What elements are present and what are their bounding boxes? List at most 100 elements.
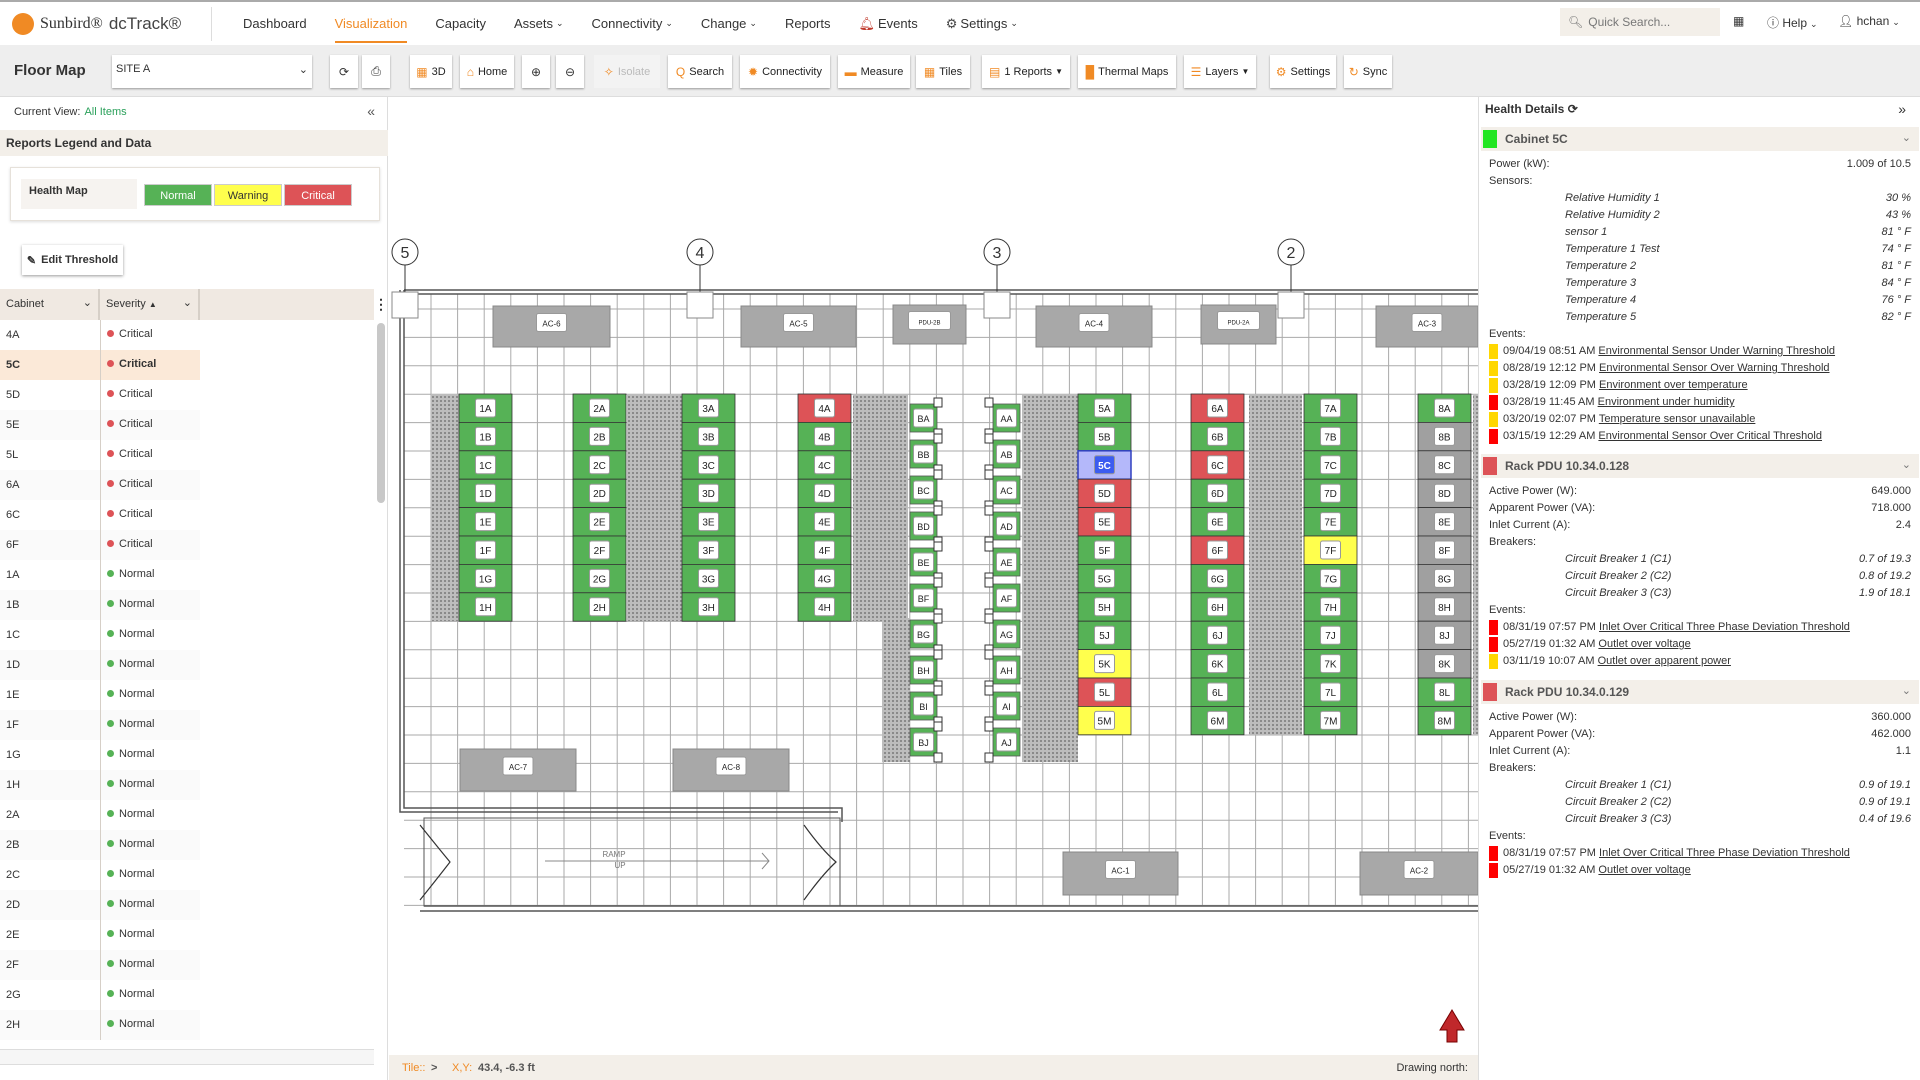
event-link[interactable]: Temperature sensor unavailable bbox=[1598, 413, 1756, 425]
field-label: Breakers: bbox=[1489, 536, 1537, 548]
nav-capacity[interactable]: Capacity bbox=[435, 2, 486, 45]
table-row[interactable]: 5D Critical bbox=[0, 380, 200, 410]
field-value: 0.7 of 19.3 bbox=[1859, 553, 1911, 565]
table-row[interactable]: 1E Normal bbox=[0, 680, 200, 710]
site-select[interactable]: SITE A ⌄ bbox=[112, 55, 312, 88]
nav-reports[interactable]: Reports bbox=[785, 2, 831, 45]
event-link[interactable]: Environment under humidity bbox=[1597, 396, 1735, 408]
section-header[interactable]: Rack PDU 10.34.0.129 ⌄ bbox=[1481, 680, 1919, 704]
table-row[interactable]: 1B Normal bbox=[0, 590, 200, 620]
nav-change[interactable]: Change ⌄ bbox=[701, 2, 757, 45]
table-row[interactable]: 1C Normal bbox=[0, 620, 200, 650]
event-link[interactable]: Outlet over voltage bbox=[1598, 864, 1691, 876]
table-row[interactable]: 1A Normal bbox=[0, 560, 200, 590]
left-panel: Current View: All Items « Reports Legend … bbox=[0, 97, 388, 1080]
chevron-down-icon[interactable]: ⌄ bbox=[1901, 685, 1911, 697]
chevron-down-icon[interactable]: ⌄ bbox=[1901, 132, 1911, 144]
table-row[interactable]: 1D Normal bbox=[0, 650, 200, 680]
table-row[interactable]: 2H Normal bbox=[0, 1010, 200, 1040]
column-header-cabinet[interactable]: Cabinet ⌄ bbox=[0, 289, 100, 320]
cabinet-label-box bbox=[913, 660, 934, 680]
table-row[interactable]: 2B Normal bbox=[0, 830, 200, 860]
nav-assets[interactable]: Assets ⌄ bbox=[514, 2, 564, 45]
event-link[interactable]: Environmental Sensor Under Warning Thres… bbox=[1598, 345, 1836, 357]
1-reports-button[interactable]: ▤ 1 Reports ▼ bbox=[982, 55, 1070, 88]
table-row[interactable]: 1H Normal bbox=[0, 770, 200, 800]
nav-events[interactable]: 🔔︎ Events bbox=[859, 2, 918, 45]
edit-threshold-button[interactable]: ✎ Edit Threshold bbox=[22, 245, 123, 275]
vertical-scrollbar[interactable] bbox=[377, 323, 385, 503]
user-menu[interactable]: 👤︎ hchan ⌄ bbox=[1838, 14, 1900, 28]
table-row[interactable]: 5C Critical bbox=[0, 350, 200, 380]
table-row[interactable]: 1F Normal bbox=[0, 710, 200, 740]
cabinet-label-box bbox=[783, 313, 814, 332]
logo[interactable]: Sunbird® dcTrack® bbox=[0, 6, 212, 41]
event-time: 08/31/19 07:57 PM bbox=[1503, 621, 1596, 633]
floor-plan[interactable]: RAMP UP 5 4 3 2 AC-6 AC-5 PDU-2B AC-4 PDU-2A AC-3 AC… bbox=[389, 97, 1479, 1055]
refresh-icon[interactable]: ⟳ bbox=[1567, 102, 1578, 116]
door[interactable] bbox=[803, 824, 837, 901]
event-link[interactable]: Inlet Over Critical Three Phase Deviatio… bbox=[1599, 847, 1850, 859]
3d-button[interactable]: ▦ 3D bbox=[410, 55, 452, 88]
home-button[interactable]: ⌂ Home bbox=[460, 55, 514, 88]
table-row[interactable]: 6C Critical bbox=[0, 500, 200, 530]
section-header[interactable]: Cabinet 5C ⌄ bbox=[1481, 127, 1919, 151]
sync-button[interactable]: ↻ Sync bbox=[1344, 55, 1392, 88]
table-row[interactable]: 2E Normal bbox=[0, 920, 200, 950]
nav-connectivity[interactable]: Connectivity ⌄ bbox=[592, 2, 673, 45]
nav-dashboard[interactable]: Dashboard bbox=[243, 2, 307, 45]
table-row[interactable]: 2A Normal bbox=[0, 800, 200, 830]
floor-map-canvas[interactable]: RAMP UP 5 4 3 2 AC-6 AC-5 PDU-2B AC-4 PDU-2A AC-3 AC… bbox=[389, 97, 1479, 1055]
tile-value: > bbox=[431, 1062, 438, 1074]
help-menu[interactable]: ⓘ Help ⌄ bbox=[1767, 16, 1818, 30]
status-dot-icon bbox=[107, 1020, 114, 1027]
event-link[interactable]: Outlet over apparent power bbox=[1597, 655, 1731, 667]
table-row[interactable]: 5L Critical bbox=[0, 440, 200, 470]
table-row[interactable]: 2G Normal bbox=[0, 980, 200, 1010]
refresh-button[interactable]: ⟳ bbox=[330, 55, 358, 88]
chevron-down-icon[interactable]: ⌄ bbox=[1901, 459, 1911, 471]
zoom-out-button[interactable]: ⊖ bbox=[556, 55, 584, 88]
column-menu-icon[interactable]: ⋮ bbox=[374, 296, 388, 312]
event-link[interactable]: Environmental Sensor Over Warning Thresh… bbox=[1599, 362, 1830, 374]
quick-search-input[interactable]: 🔍︎ Quick Search... bbox=[1560, 8, 1720, 36]
door[interactable] bbox=[419, 824, 451, 901]
table-row[interactable]: 2F Normal bbox=[0, 950, 200, 980]
zoom-in-button[interactable]: ⊕ bbox=[522, 55, 550, 88]
table-row[interactable]: 2C Normal bbox=[0, 860, 200, 890]
thermal-maps-button[interactable]: █ Thermal Maps bbox=[1078, 55, 1176, 88]
table-row[interactable]: 5E Critical bbox=[0, 410, 200, 440]
table-row[interactable]: 4A Critical bbox=[0, 320, 200, 350]
nav-visualization[interactable]: Visualization bbox=[334, 2, 407, 45]
collapse-left-icon[interactable]: « bbox=[367, 103, 375, 119]
section-header[interactable]: Rack PDU 10.34.0.128 ⌄ bbox=[1481, 454, 1919, 478]
table-row[interactable]: 2D Normal bbox=[0, 890, 200, 920]
table-row[interactable]: 6A Critical bbox=[0, 470, 200, 500]
cabinet-label: 4F bbox=[819, 546, 831, 557]
collapse-right-icon[interactable]: » bbox=[1898, 101, 1906, 117]
settings-button[interactable]: ⚙ Settings bbox=[1270, 55, 1336, 88]
layers-button[interactable]: ☰ Layers ▼ bbox=[1184, 55, 1256, 88]
cabinet-cell: 1H bbox=[6, 779, 21, 791]
print-button[interactable]: ⎙ bbox=[362, 55, 390, 88]
isolate-button[interactable]: ✧ Isolate bbox=[594, 55, 660, 88]
north-arrow-icon bbox=[1439, 1009, 1465, 1043]
tiles-button[interactable]: ▦ Tiles bbox=[916, 55, 970, 88]
horizontal-scrollbar[interactable] bbox=[0, 1049, 374, 1065]
cabinet-label: BE bbox=[917, 558, 929, 568]
measure-button[interactable]: ▬ Measure bbox=[838, 55, 910, 88]
chevron-down-icon[interactable]: ⌄ bbox=[182, 297, 192, 309]
table-row[interactable]: 6F Critical bbox=[0, 530, 200, 560]
connectivity-button[interactable]: ✹ Connectivity bbox=[740, 55, 830, 88]
nav-settings[interactable]: ⚙ Settings ⌄ bbox=[946, 2, 1018, 45]
event-link[interactable]: Environmental Sensor Over Critical Thres… bbox=[1598, 430, 1822, 442]
event-link[interactable]: Inlet Over Critical Three Phase Deviatio… bbox=[1599, 621, 1850, 633]
table-row[interactable]: 1G Normal bbox=[0, 740, 200, 770]
calendar-icon[interactable]: ▦ bbox=[1733, 14, 1745, 28]
chevron-down-icon[interactable]: ⌄ bbox=[82, 297, 92, 309]
event-link[interactable]: Environment over temperature bbox=[1599, 379, 1748, 391]
column-header-severity[interactable]: Severity ▲ ⌄ bbox=[100, 289, 200, 320]
search-button[interactable]: Q Search bbox=[668, 55, 732, 88]
event-link[interactable]: Outlet over voltage bbox=[1598, 638, 1691, 650]
current-view-link[interactable]: All Items bbox=[84, 106, 127, 118]
